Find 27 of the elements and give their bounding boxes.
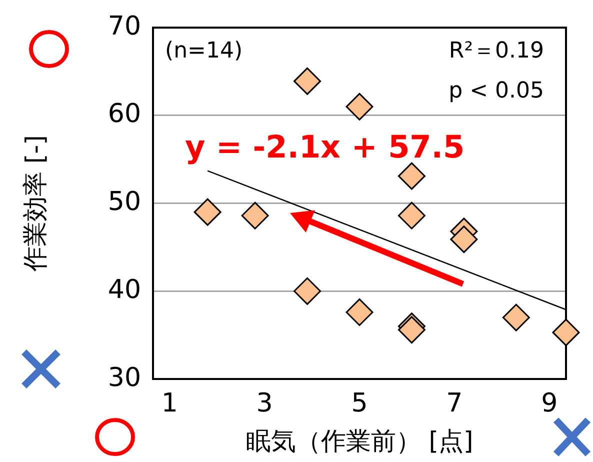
y-tick-label: 50	[108, 187, 141, 218]
point	[294, 277, 322, 305]
x-axis-title: 眠気（作業前） [点]	[246, 426, 474, 456]
y-tick-label: 60	[108, 99, 141, 130]
y-tick-label: 70	[108, 11, 141, 42]
point	[241, 202, 269, 230]
point	[346, 92, 374, 120]
point	[398, 162, 426, 190]
annotation: y = -2.1x + 57.5	[185, 130, 465, 166]
y-tick-label: 30	[108, 362, 141, 393]
x-tick-label: 9	[541, 388, 558, 418]
x-tick-label: 5	[351, 388, 368, 418]
y-axis-title: 作業効率 [-]	[20, 135, 50, 273]
point	[346, 298, 374, 326]
point	[294, 67, 322, 95]
point	[450, 226, 478, 254]
x-tick-label: 7	[446, 388, 463, 418]
annotation: p < 0.05	[448, 78, 544, 104]
y-tick-label: 40	[108, 274, 141, 305]
point	[398, 202, 426, 230]
point	[552, 318, 580, 346]
annotation: R²＝0.19	[448, 38, 544, 64]
annotation: (n=14)	[165, 38, 243, 64]
point	[502, 304, 530, 332]
x-tick-label: 1	[161, 388, 178, 418]
point	[194, 198, 222, 226]
x-tick-label: 3	[256, 388, 273, 418]
